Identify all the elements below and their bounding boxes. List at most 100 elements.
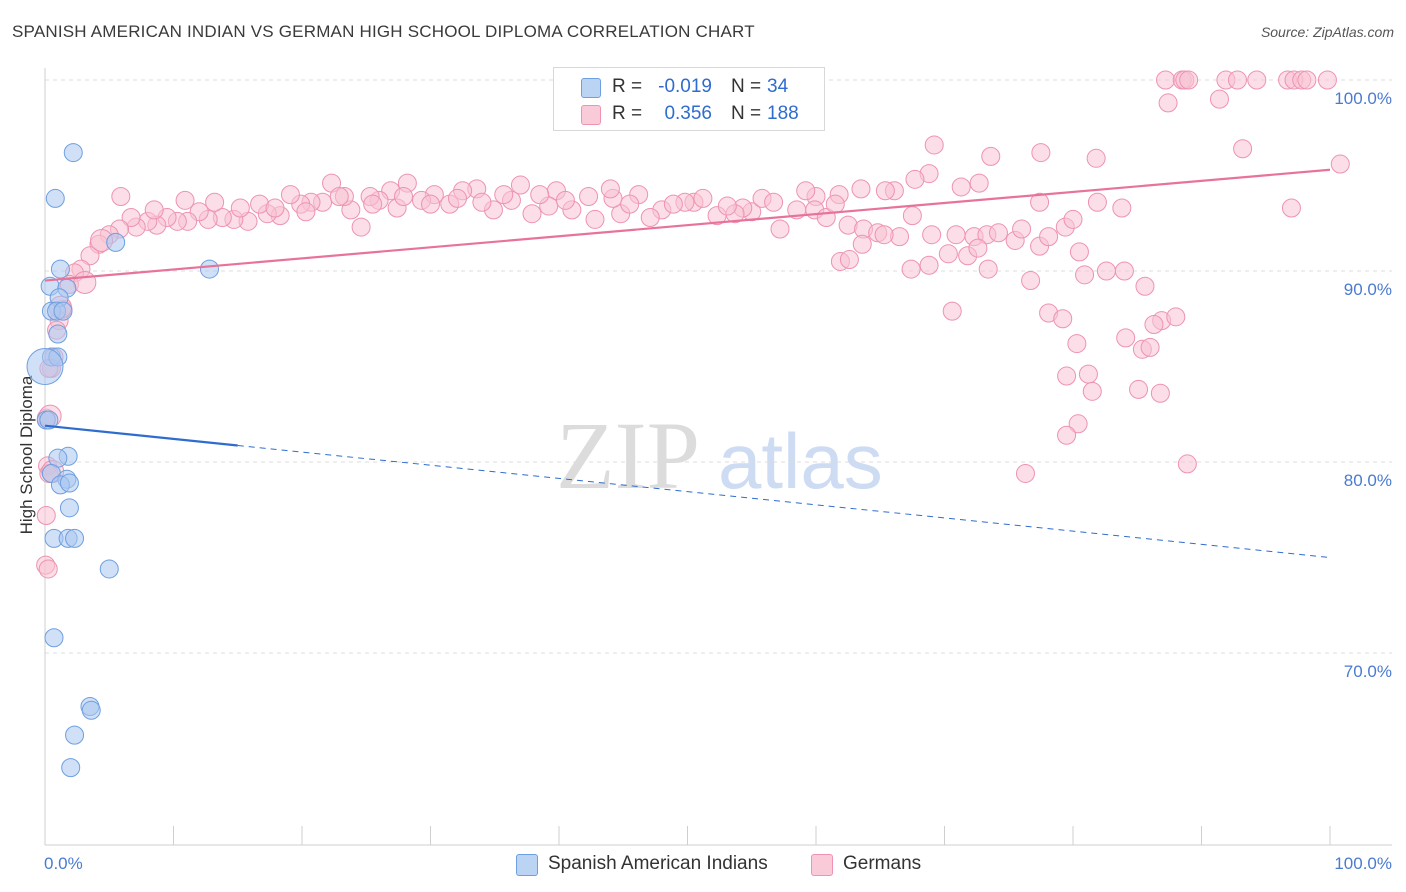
german-point [978,259,998,279]
legend-n-label: N = [731,103,762,124]
german-point [1021,271,1041,291]
legend-r-label: R = [612,103,643,124]
german-point [296,202,316,222]
german-point [938,244,958,264]
legend-row-germans: R = 0.356 N = 188 [554,101,824,127]
spanish-american-indian-point [59,498,79,518]
german-point [922,225,942,245]
german-point [265,198,285,218]
german-point [121,208,141,228]
german-point [1150,383,1170,403]
watermark-atlas: atlas [718,417,883,505]
german-point [1144,314,1164,334]
germans-trend-line [44,168,1331,282]
german-point [329,187,349,207]
trend-lines [44,168,1331,558]
german-point [924,135,944,155]
german-point [969,173,989,193]
german-point [585,209,605,229]
german-point [1135,276,1155,296]
legend-n-value: 34 [767,76,789,97]
german-point [620,194,640,214]
german-point [579,187,599,207]
legend-n-label: N = [731,76,762,97]
german-point [1030,192,1050,212]
legend-r-value: 0.356 [664,103,712,124]
y-tick-label: 90.0% [1344,280,1392,299]
german-point [175,190,195,210]
german-point [1140,337,1160,357]
spanish-american-indian-point [65,725,85,745]
german-point [36,505,56,525]
german-point [942,301,962,321]
bottom-legend-swatch-blue [516,854,538,876]
german-point [946,225,966,245]
spanish-american-indian-point [48,324,68,344]
german-point [981,146,1001,166]
german-point [1156,70,1176,90]
german-point [555,190,575,210]
german-point [1330,154,1350,174]
german-point [447,188,467,208]
source-label: Source: ZipAtlas.com [1260,24,1394,40]
german-point [796,181,816,201]
german-point [1086,148,1106,168]
german-point [1015,463,1035,483]
german-point [1158,93,1178,113]
german-point [280,185,300,205]
german-point [852,234,872,254]
german-point [693,188,713,208]
german-point [1166,307,1186,327]
german-point [875,181,895,201]
legend-swatch-pink [581,105,601,125]
german-point [421,194,440,214]
german-point [1179,70,1199,90]
spanish-american-indian-point [59,473,79,493]
spanish-american-indian-point [61,758,81,778]
german-point [968,238,988,258]
german-point [640,208,660,228]
x-tick-label-right: 100.0% [1334,854,1392,873]
spanish-american-indian-point [65,528,85,548]
y-tick-label: 80.0% [1344,471,1392,490]
german-point [1063,209,1083,229]
german-point [1233,139,1253,159]
german-point [1082,381,1102,401]
german-point [905,169,925,189]
german-point [874,225,894,245]
german-point [839,250,859,270]
spanish-american-indian-point [26,348,64,385]
x-tick-label-left: 0.0% [44,854,83,873]
legend-n-value: 188 [767,103,799,124]
spanish-american-indian-point [99,559,119,579]
german-point [1297,70,1317,90]
spanish-american-indian-point [45,188,65,208]
y-tick-label: 70.0% [1344,662,1392,681]
german-point [1075,265,1095,285]
spanish-american-indians-points [26,143,219,778]
german-point [1069,242,1089,262]
legend-r-value: -0.019 [658,76,712,97]
bottom-legend-label: Germans [843,853,922,874]
legend-row-spanish-american-indians: R = -0.019 N = 34 [554,74,824,100]
german-point [851,179,871,199]
german-point [80,246,100,266]
german-point [522,204,542,224]
grid-lines [45,79,1392,654]
watermark-zip: ZIP [556,402,700,509]
german-point [230,198,250,218]
german-point [919,255,939,275]
spanish-american-indian-point [63,143,83,163]
spanish-american-indians-trend-line [44,424,238,447]
tick-labels: 100.0% 90.0% 80.0% 70.0% 0.0% 100.0% [44,89,1392,873]
german-point [363,194,383,214]
german-point [73,270,97,294]
spanish-american-indian-point [44,628,64,648]
german-point [472,192,492,212]
chart-title: SPANISH AMERICAN INDIAN VS GERMAN HIGH S… [12,22,755,41]
german-point [663,194,683,214]
german-point [38,559,58,579]
german-point [1209,89,1229,109]
german-point [1177,454,1197,474]
german-point [1078,364,1098,384]
